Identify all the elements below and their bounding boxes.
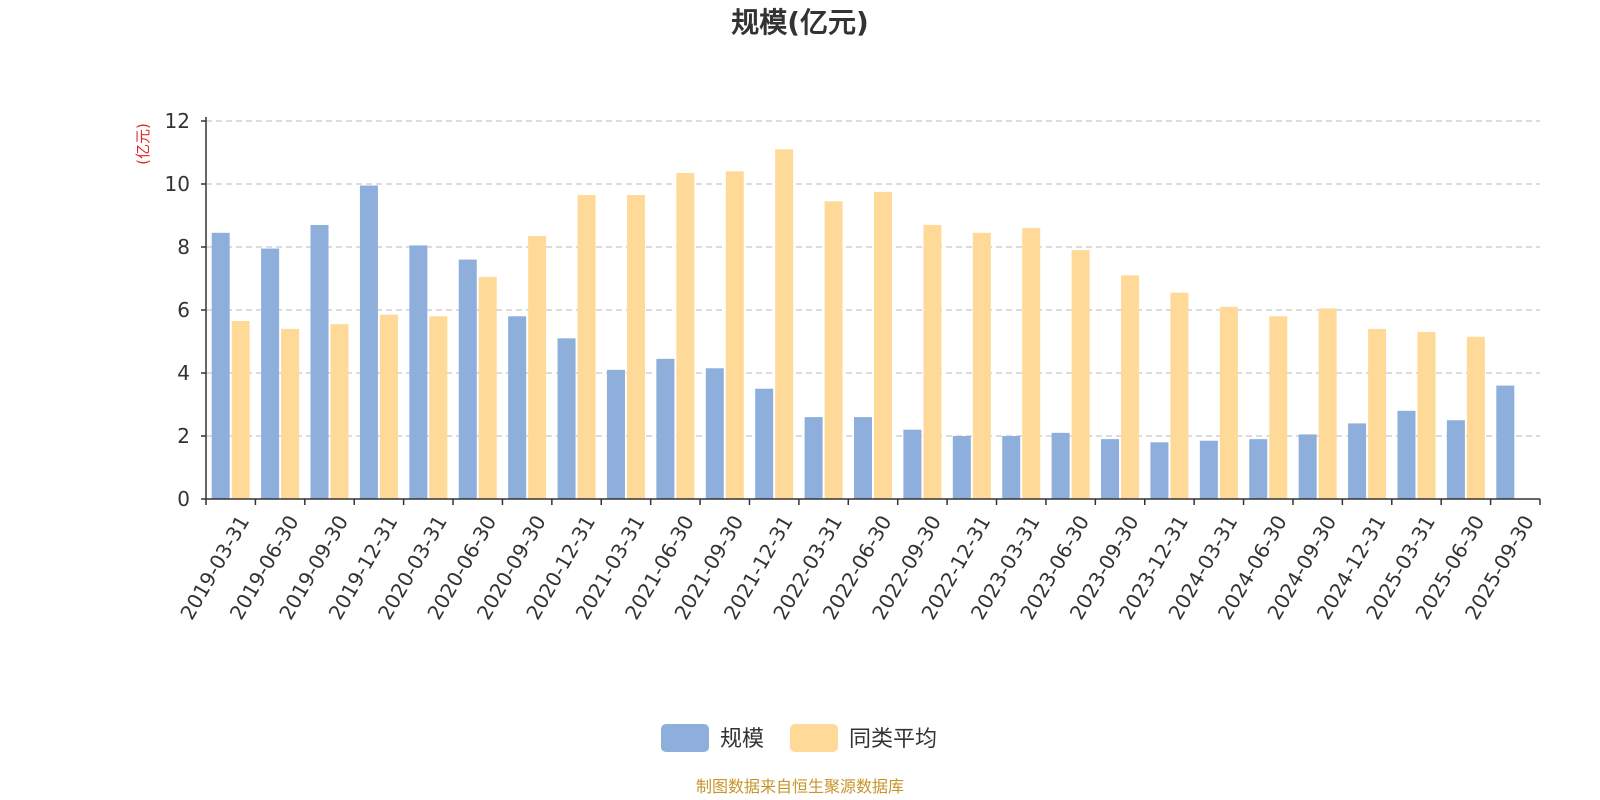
bar-scale (1249, 439, 1268, 499)
bar-peer-average (1368, 328, 1387, 499)
bar-peer-average (923, 224, 942, 499)
bar-scale (508, 316, 527, 499)
bar-scale (854, 417, 872, 499)
bars-group (211, 149, 1515, 499)
y-tick-label: 12 (165, 109, 190, 133)
bar-peer-average (626, 195, 645, 499)
bar-peer-average (379, 314, 398, 499)
bar-peer-average (528, 235, 547, 499)
bar-peer-average (1071, 250, 1090, 499)
bar-peer-average (1121, 275, 1140, 499)
bar-scale (211, 232, 230, 499)
bar-scale (261, 248, 280, 499)
bar-peer-average (1466, 336, 1485, 499)
bar-peer-average (577, 195, 596, 499)
chart-title: 规模(亿元) (731, 6, 869, 39)
bar-scale (1298, 434, 1317, 499)
bar-peer-average (429, 316, 448, 499)
y-tick-label: 8 (177, 235, 190, 259)
bar-peer-average (972, 232, 991, 499)
bar-scale (1150, 442, 1169, 499)
y-axis-unit-label: (亿元) (134, 123, 152, 165)
bar-scale (409, 245, 428, 499)
y-tick-label: 6 (177, 298, 190, 322)
bar-scale (458, 259, 477, 499)
legend-swatch (661, 724, 709, 752)
bar-scale (755, 388, 774, 499)
y-tick-label: 10 (165, 172, 190, 196)
bar-peer-average (231, 321, 250, 499)
bar-peer-average (1269, 316, 1288, 499)
y-tick-label: 4 (177, 361, 190, 385)
bar-peer-average (1318, 308, 1337, 499)
bar-peer-average (725, 171, 744, 499)
bar-scale (310, 224, 329, 499)
bar-scale (1446, 420, 1465, 499)
bar-scale (656, 358, 675, 499)
y-axis-ticks: 0 2 4 6 8 10 12 (165, 109, 206, 511)
bar-scale (952, 436, 971, 499)
bar-scale (359, 185, 378, 499)
bar-scale (1051, 432, 1070, 499)
bar-peer-average (281, 328, 300, 499)
grid-lines (206, 120, 1540, 437)
bar-scale (1101, 439, 1120, 499)
bar-peer-average (1417, 332, 1436, 499)
bar-peer-average (824, 201, 843, 499)
source-note: 制图数据来自恒生聚源数据库 (696, 777, 904, 796)
bar-peer-average (1170, 292, 1189, 499)
bar-peer-average (1022, 228, 1041, 499)
bar-scale (1397, 410, 1416, 499)
x-axis-ticks: 2019-03-312019-06-302019-09-302019-12-31… (175, 499, 1541, 624)
legend-swatch (790, 724, 838, 752)
y-tick-label: 0 (177, 487, 190, 511)
bar-peer-average (1219, 306, 1238, 499)
bar-scale (903, 429, 922, 499)
bar-scale (804, 417, 823, 499)
bar-peer-average (330, 324, 349, 499)
bar-scale (1002, 436, 1021, 499)
legend-label: 规模 (720, 727, 764, 752)
bar-scale (606, 369, 625, 499)
bar-peer-average (478, 276, 497, 499)
legend: 规模 同类平均 (661, 724, 937, 752)
legend-label: 同类平均 (849, 727, 937, 752)
bar-peer-average (775, 149, 794, 499)
bar-scale (705, 368, 724, 499)
bar-scale (1348, 423, 1367, 499)
bar-scale (557, 338, 576, 499)
axes (205, 117, 1540, 500)
bar-peer-average (676, 172, 695, 499)
bar-peer-average (874, 191, 892, 499)
bar-scale (1199, 440, 1218, 499)
bar-scale (1496, 385, 1515, 499)
y-tick-label: 2 (177, 424, 190, 448)
